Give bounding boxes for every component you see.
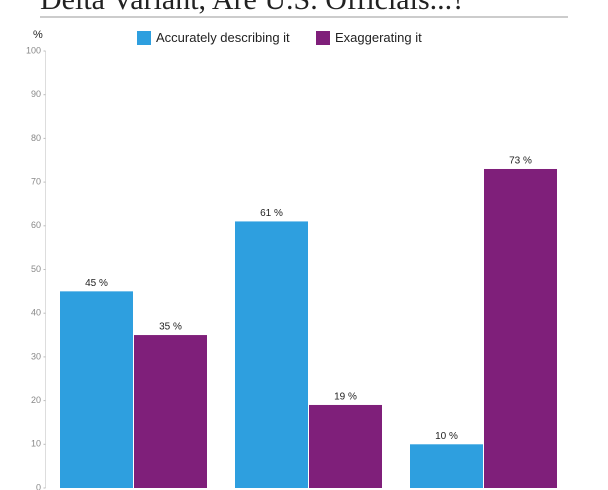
legend-label: Exaggerating it bbox=[335, 30, 422, 45]
legend-swatch bbox=[316, 31, 330, 45]
y-tick-label: 90 bbox=[31, 89, 41, 99]
y-axis-label: % bbox=[33, 29, 43, 41]
y-tick-label: 30 bbox=[31, 351, 41, 361]
chart-title: Delta Variant, Are U.S. Officials...? bbox=[40, 0, 465, 16]
y-tick-label: 100 bbox=[26, 45, 41, 55]
bar bbox=[60, 291, 133, 488]
bar bbox=[410, 444, 483, 488]
y-tick-label: 0 bbox=[36, 482, 41, 490]
y-tick-label: 70 bbox=[31, 176, 41, 186]
value-label: 61 % bbox=[260, 208, 283, 219]
y-tick-label: 40 bbox=[31, 308, 41, 318]
y-tick-label: 60 bbox=[31, 220, 41, 230]
y-tick-label: 20 bbox=[31, 395, 41, 405]
value-label: 45 % bbox=[85, 278, 108, 289]
y-tick-label: 80 bbox=[31, 133, 41, 143]
value-label: 19 % bbox=[334, 392, 357, 403]
value-label: 35 % bbox=[159, 322, 182, 333]
y-tick-label: 50 bbox=[31, 264, 41, 274]
legend-label: Accurately describing it bbox=[156, 30, 290, 45]
bar bbox=[309, 404, 382, 488]
value-label: 73 % bbox=[509, 156, 532, 167]
y-tick-label: 10 bbox=[31, 439, 41, 449]
bar bbox=[484, 168, 557, 489]
bar bbox=[235, 221, 308, 488]
value-label: 10 % bbox=[435, 431, 458, 442]
bar bbox=[134, 335, 207, 488]
legend-swatch bbox=[137, 31, 151, 45]
